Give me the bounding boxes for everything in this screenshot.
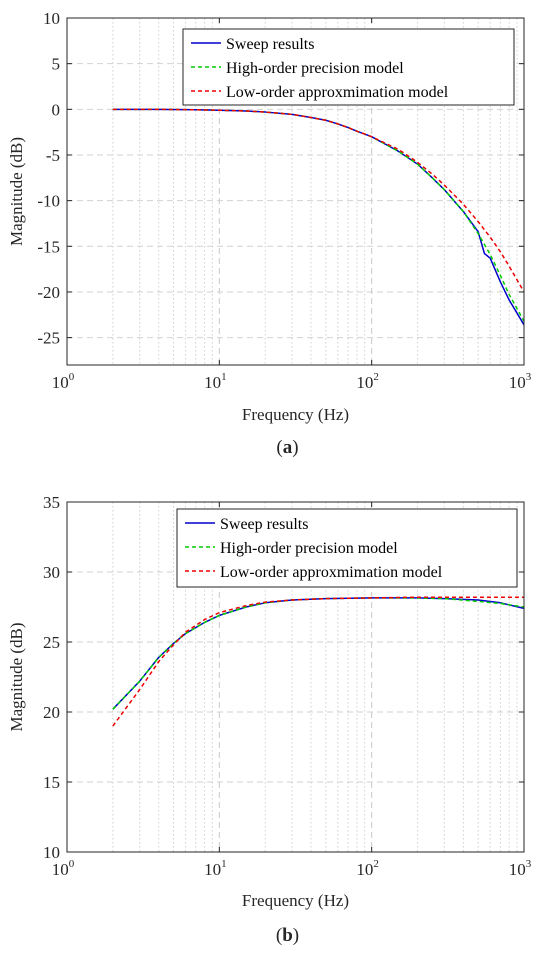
y-axis-title: Magnitude (dB) [7,137,26,246]
x-tick-label: 100 [52,371,75,392]
x-tick-exponent: 1 [221,371,227,383]
x-tick-label: 102 [356,858,379,879]
x-tick-label: 102 [356,371,379,392]
series-line-3 [112,596,524,727]
x-tick-base: 10 [52,373,69,392]
y-tick-label: 0 [52,100,61,119]
legend: Sweep results High-order precision model L… [182,28,515,106]
x-tick-exponent: 0 [69,858,75,870]
legend: Sweep results High-order precision model L… [176,508,518,588]
x-tick-base: 10 [204,373,221,392]
y-tick-label: -25 [37,329,60,348]
caption-open-paren: ( [276,437,282,458]
y-tick-label: 5 [52,55,61,74]
y-tick-label: 35 [43,493,60,512]
x-tick-base: 10 [356,860,373,879]
y-axis-title: Magnitude (dB) [7,622,26,731]
caption-close-paren: ) [293,925,299,946]
x-tick-base: 10 [509,373,526,392]
x-tick-label: 103 [509,371,532,392]
legend-label-2: High-order precision model [226,60,404,77]
x-tick-base: 10 [509,860,526,879]
x-tick-exponent: 2 [373,371,379,383]
legend-label-2: High-order precision model [220,540,398,557]
y-tick-label: -5 [46,146,60,165]
legend-box [182,28,515,106]
x-axis-title: Frequency (Hz) [242,891,349,910]
caption-letter: a [283,437,293,458]
x-tick-base: 10 [204,860,221,879]
y-tick-label: -10 [37,192,60,211]
x-tick-exponent: 2 [373,858,379,870]
legend-label-1: Sweep results [226,36,314,53]
x-tick-label: 103 [509,858,532,879]
axes-frame [66,17,525,366]
x-tick-label: 101 [204,371,227,392]
y-tick-label: 20 [43,703,60,722]
x-tick-exponent: 0 [69,371,75,383]
x-tick-exponent: 3 [526,858,532,870]
series-line-3 [112,108,525,293]
caption-open-paren: ( [276,925,282,946]
x-tick-label: 100 [52,858,75,879]
x-axis-title: Frequency (Hz) [242,405,349,424]
x-tick-label: 101 [204,858,227,879]
caption-close-paren: ) [292,437,298,458]
y-tick-label: -20 [37,283,60,302]
y-tick-label: 10 [43,9,60,28]
caption-letter: b [282,925,293,946]
subfigure-caption: (b) [276,925,299,946]
x-tick-base: 10 [52,860,69,879]
y-tick-label: 10 [43,843,60,862]
x-tick-exponent: 1 [221,858,227,870]
x-tick-base: 10 [356,373,373,392]
legend-label-3: Low-order approxmimation model [226,84,449,101]
legend-label-1: Sweep results [220,516,308,533]
subfigure-caption: (a) [276,437,298,458]
axes-frame [66,501,525,853]
y-tick-label: 25 [43,633,60,652]
legend-box [176,508,518,588]
y-tick-label: 30 [43,563,60,582]
y-tick-label: -15 [37,237,60,256]
x-tick-exponent: 3 [526,371,532,383]
y-tick-label: 15 [43,773,60,792]
legend-label-3: Low-order approxmimation model [220,564,443,581]
